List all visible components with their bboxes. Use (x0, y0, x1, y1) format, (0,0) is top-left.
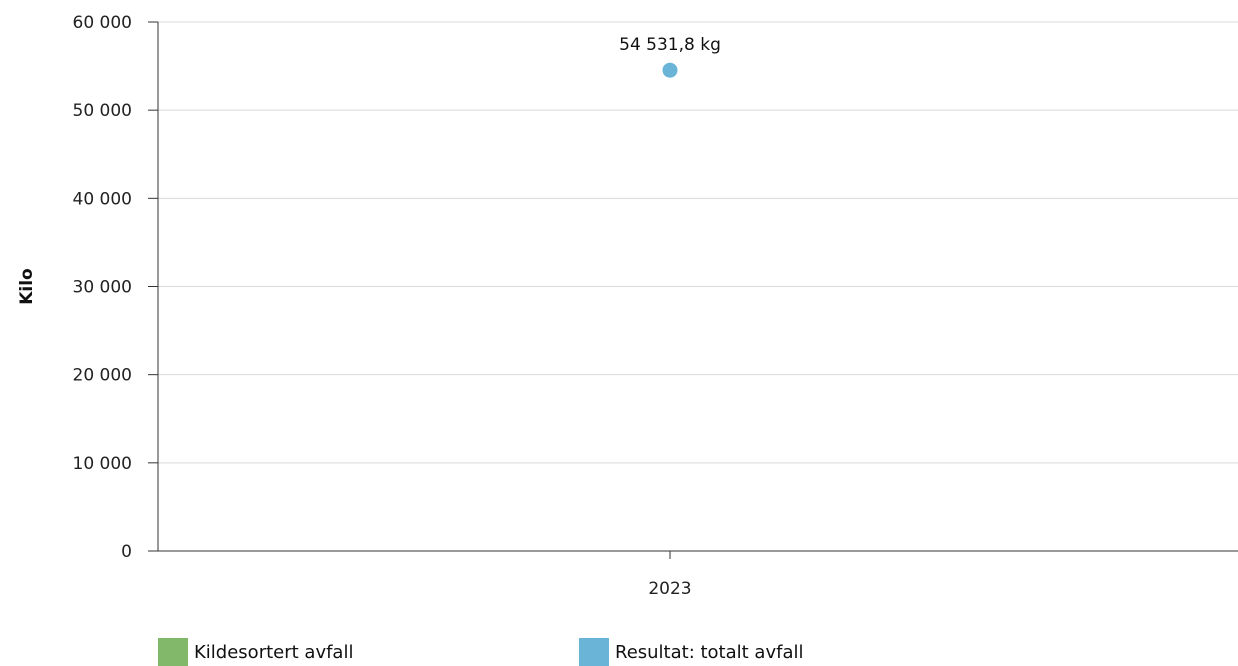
y-tick-label: 10 000 (73, 454, 132, 474)
legend-label-totalt-avfall: Resultat: totalt avfall (615, 641, 804, 663)
y-tick-label: 50 000 (73, 101, 132, 121)
y-tick-label: 40 000 (73, 189, 132, 209)
data-label: 54 531,8 kg (619, 35, 721, 55)
y-axis: 0 10 000 20 000 30 000 40 000 50 000 60 000 (73, 13, 159, 562)
legend-swatch-totalt-avfall (579, 638, 609, 666)
gridlines (158, 21, 1238, 464)
legend-item-kildesortert[interactable]: Kildesortert avfall (158, 638, 353, 666)
legend-item-totalt-avfall[interactable]: Resultat: totalt avfall (579, 638, 803, 666)
y-axis-title: Kilo (17, 268, 37, 305)
data-points: 54 531,8 kg (619, 35, 721, 79)
y-tick-label: 60 000 (73, 13, 132, 33)
y-tick-label: 30 000 (73, 278, 132, 298)
data-point[interactable] (661, 61, 679, 79)
y-tick-label: 20 000 (73, 366, 132, 386)
legend: Kildesortert avfall Resultat: totalt avf… (0, 638, 1238, 666)
legend-swatch-kildesortert (158, 638, 188, 666)
x-tick-label: 2023 (648, 579, 691, 599)
x-axis: 2023 (158, 550, 1238, 599)
chart: 0 10 000 20 000 30 000 40 000 50 000 60 000 20… (17, 13, 1238, 599)
y-tick-label: 0 (121, 542, 132, 562)
legend-label-kildesortert: Kildesortert avfall (194, 641, 354, 663)
